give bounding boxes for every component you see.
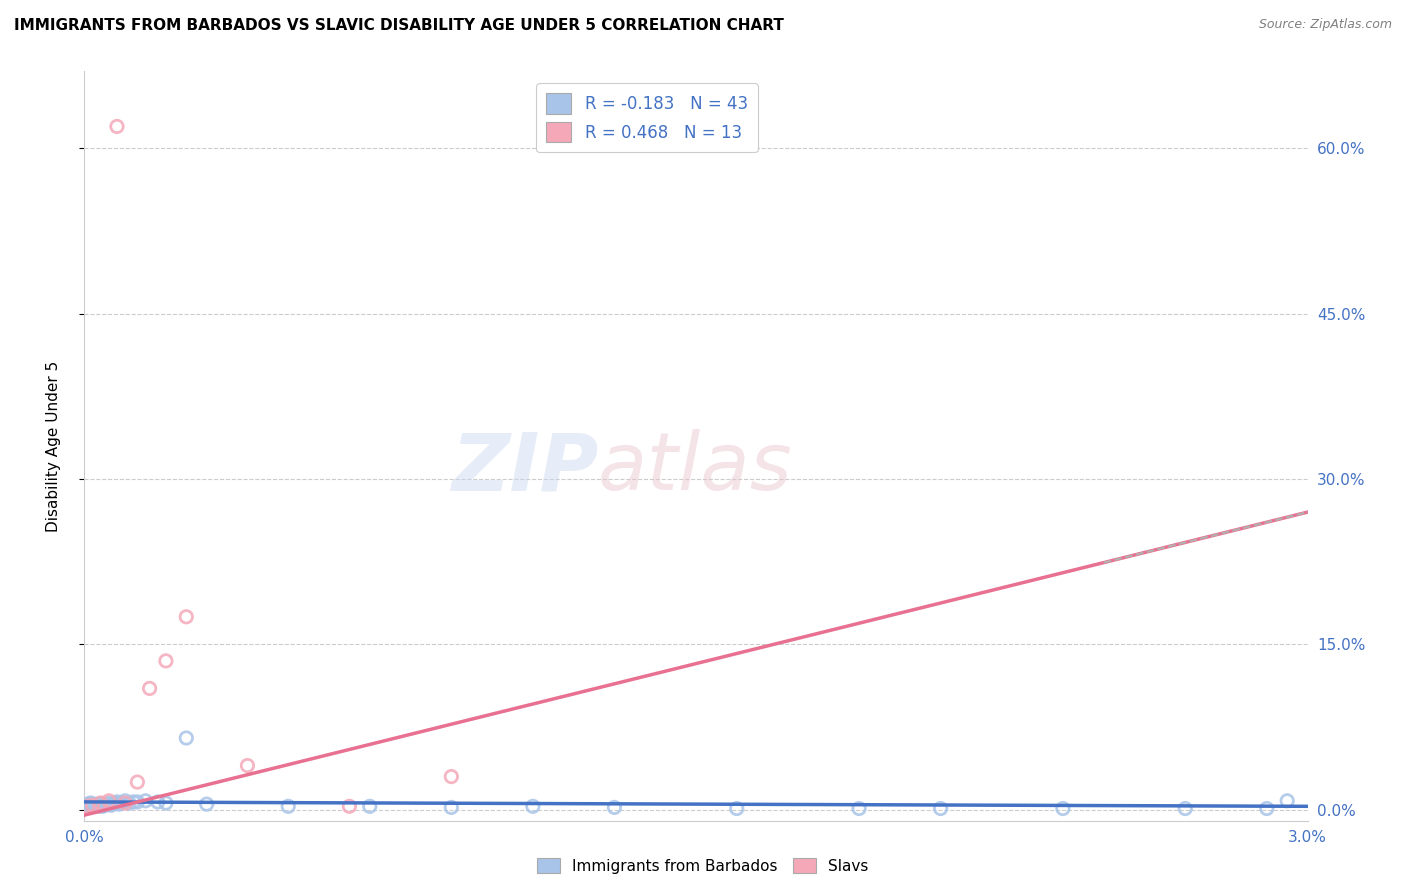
Point (93, 798, 117, 813)
Point (97, 794, 120, 808)
Point (725, 801, 748, 815)
Point (138, 681, 160, 696)
Point (929, 801, 952, 815)
Point (1052, 801, 1074, 815)
Point (155, 654, 177, 668)
Text: IMMIGRANTS FROM BARBADOS VS SLAVIC DISABILITY AGE UNDER 5 CORRELATION CHART: IMMIGRANTS FROM BARBADOS VS SLAVIC DISAB… (14, 18, 785, 33)
Point (104, 796, 127, 810)
Point (848, 801, 870, 815)
Point (75, 798, 97, 813)
Point (522, 799, 544, 814)
Point (1256, 801, 1278, 815)
Point (87, 799, 110, 814)
Point (195, 797, 218, 811)
Point (105, 795, 128, 809)
Point (77, 797, 100, 811)
Point (118, 796, 141, 810)
Point (97, 796, 120, 810)
Point (114, 796, 136, 810)
Point (90, 797, 112, 811)
Point (440, 800, 463, 814)
Point (127, 775, 149, 789)
Point (127, 795, 149, 809)
Point (135, 794, 157, 808)
Point (96, 797, 118, 811)
Text: atlas: atlas (598, 429, 793, 508)
Point (122, 795, 145, 809)
Legend: R = -0.183   N = 43, R = 0.468   N = 13: R = -0.183 N = 43, R = 0.468 N = 13 (536, 84, 758, 153)
Point (76, 799, 98, 814)
Point (146, 795, 169, 809)
Point (1174, 801, 1197, 815)
Point (82, 797, 104, 811)
Point (359, 799, 381, 814)
Point (91, 799, 114, 814)
Point (83, 799, 105, 814)
Point (101, 797, 124, 811)
Point (105, 120, 128, 134)
Legend: Immigrants from Barbados, Slavs: Immigrants from Barbados, Slavs (531, 852, 875, 880)
Point (79, 796, 101, 810)
Point (90, 798, 112, 813)
Point (90, 796, 112, 810)
Point (339, 799, 361, 814)
Point (110, 796, 132, 810)
Point (82, 798, 104, 813)
Point (86, 797, 108, 811)
Point (277, 799, 299, 814)
Point (603, 800, 626, 814)
Point (176, 609, 198, 624)
Point (82, 798, 104, 813)
Point (77, 799, 100, 814)
Point (440, 770, 463, 784)
Point (155, 796, 177, 810)
Point (86, 798, 108, 813)
Point (114, 794, 136, 808)
Y-axis label: Disability Age Under 5: Disability Age Under 5 (46, 360, 60, 532)
Point (176, 731, 198, 745)
Text: Source: ZipAtlas.com: Source: ZipAtlas.com (1258, 18, 1392, 31)
Point (236, 758, 259, 772)
Point (1277, 794, 1299, 808)
Point (108, 797, 131, 811)
Point (100, 798, 122, 813)
Text: ZIP: ZIP (451, 429, 598, 508)
